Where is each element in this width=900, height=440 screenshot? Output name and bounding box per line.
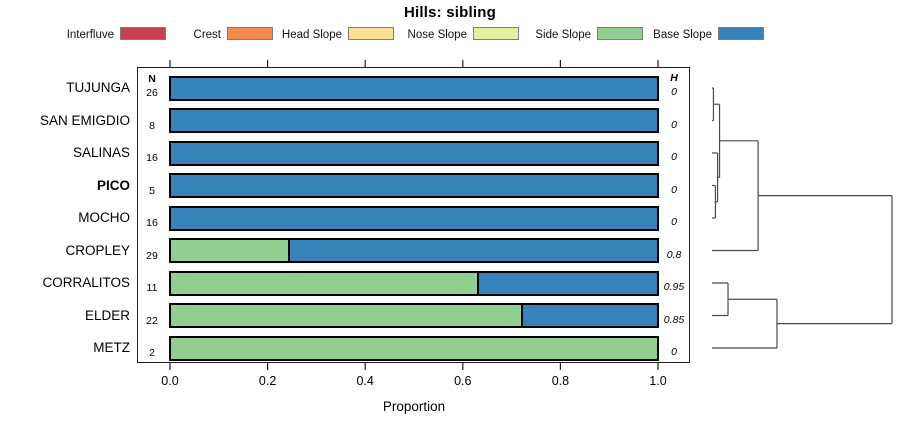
bar-segment-base-slope bbox=[171, 175, 657, 196]
chart-title: Hills: sibling bbox=[404, 4, 496, 21]
h-value: 0 bbox=[671, 86, 677, 98]
bar-segment-base-slope bbox=[171, 110, 657, 131]
legend-label: Side Slope bbox=[535, 29, 591, 41]
legend-label: Interfluve bbox=[66, 29, 114, 41]
x-tick-label: 0.8 bbox=[551, 374, 570, 388]
x-tick-label: 0.2 bbox=[258, 374, 277, 388]
bar-segment-base-slope bbox=[287, 240, 657, 261]
legend-swatch bbox=[597, 27, 643, 40]
h-value: 0 bbox=[671, 151, 677, 163]
legend-swatch bbox=[120, 27, 166, 40]
legend-swatch bbox=[348, 27, 394, 40]
x-tick-label: 0.6 bbox=[454, 374, 472, 388]
stacked-bar bbox=[169, 108, 659, 133]
stacked-bar bbox=[169, 75, 659, 101]
row-label: TUJUNGA bbox=[66, 80, 130, 95]
h-value: 0 bbox=[671, 183, 677, 196]
row-label: METZ bbox=[93, 340, 130, 355]
legend-label: Head Slope bbox=[281, 29, 342, 41]
legend-label: Base Slope bbox=[653, 29, 712, 41]
n-value: 29 bbox=[146, 249, 158, 262]
stacked-bar bbox=[169, 238, 659, 263]
bar-segment-base-slope bbox=[171, 207, 657, 229]
h-value: 0.95 bbox=[663, 281, 685, 293]
legend-swatch bbox=[227, 27, 273, 40]
h-value: 0.8 bbox=[666, 248, 682, 261]
legend-label: Nose Slope bbox=[407, 29, 467, 41]
n-value: 16 bbox=[146, 152, 158, 164]
bar-segment-side-slope bbox=[171, 305, 521, 326]
row-label: SAN EMIGDIO bbox=[39, 112, 130, 128]
legend-swatch bbox=[718, 27, 764, 40]
stacked-bar bbox=[169, 140, 659, 166]
n-value: 5 bbox=[149, 184, 155, 197]
bar-segment-side-slope bbox=[171, 272, 478, 294]
stacked-bar bbox=[169, 173, 659, 198]
h-value: 0 bbox=[671, 216, 677, 228]
n-value: 11 bbox=[146, 282, 158, 294]
x-tick-label: 0.4 bbox=[356, 374, 374, 388]
stacked-bar bbox=[169, 205, 659, 231]
row-label: CORRALITOS bbox=[42, 275, 130, 290]
h-value: 0 bbox=[671, 346, 677, 358]
stacked-bar bbox=[169, 335, 659, 361]
bar-segment-base-slope bbox=[171, 77, 657, 99]
n-value: 2 bbox=[149, 347, 155, 359]
plot-area bbox=[137, 67, 690, 363]
bar-segment-base-slope bbox=[477, 272, 657, 294]
n-value: 26 bbox=[146, 87, 158, 99]
x-axis-label: Proportion bbox=[382, 399, 446, 414]
row-label: PICO bbox=[96, 177, 130, 193]
stacked-bar bbox=[169, 270, 659, 296]
row-label: CROPLEY bbox=[65, 242, 130, 258]
x-tick-label: 1.0 bbox=[649, 374, 667, 388]
n-value: 8 bbox=[149, 119, 155, 132]
row-label: ELDER bbox=[84, 307, 130, 323]
bar-segment-base-slope bbox=[171, 142, 657, 164]
row-label: MOCHO bbox=[78, 210, 130, 225]
legend-label: Crest bbox=[193, 29, 221, 41]
bar-segment-side-slope bbox=[171, 337, 657, 359]
h-value: 0 bbox=[671, 118, 677, 131]
x-tick-label: 0.0 bbox=[161, 374, 179, 388]
n-value: 16 bbox=[146, 217, 158, 229]
h-value: 0.85 bbox=[663, 313, 685, 326]
stacked-bar bbox=[169, 303, 659, 328]
bar-segment-base-slope bbox=[520, 305, 657, 326]
legend-swatch bbox=[473, 27, 519, 40]
n-value: 22 bbox=[146, 314, 158, 327]
h-column-header: H bbox=[670, 72, 678, 84]
row-label: SALINAS bbox=[72, 145, 130, 160]
n-column-header: N bbox=[148, 73, 156, 85]
bar-segment-side-slope bbox=[171, 240, 288, 261]
